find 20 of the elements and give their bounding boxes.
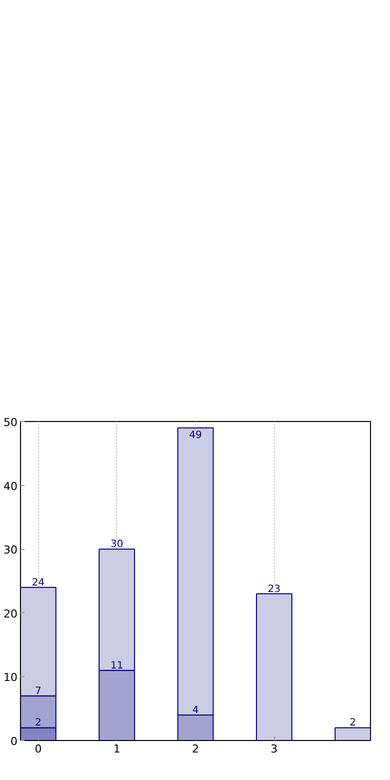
total-label: 24 xyxy=(32,577,45,588)
y-tick-label: 10 xyxy=(4,671,18,684)
x-tick-label: 0 xyxy=(34,742,42,756)
data-label: 11 xyxy=(110,660,124,672)
total-label: 49 xyxy=(189,430,202,441)
data-label: 2 xyxy=(35,718,42,729)
x-tick-label: 2 xyxy=(192,742,199,756)
bar xyxy=(334,727,370,740)
y-tick-label: 50 xyxy=(4,416,18,429)
total-label: 30 xyxy=(110,539,124,550)
data-label: 4 xyxy=(192,704,199,716)
y-tick-label: 20 xyxy=(4,607,18,620)
y-tick-label: 40 xyxy=(4,480,18,493)
annotation: 7 xyxy=(35,686,42,697)
total-label: 2 xyxy=(350,718,356,729)
total-label: 23 xyxy=(268,584,281,595)
y-tick-label: 30 xyxy=(4,544,18,557)
x-tick-label: 1 xyxy=(113,742,120,756)
bar xyxy=(256,593,292,740)
x-tick-label: 3 xyxy=(270,742,278,756)
